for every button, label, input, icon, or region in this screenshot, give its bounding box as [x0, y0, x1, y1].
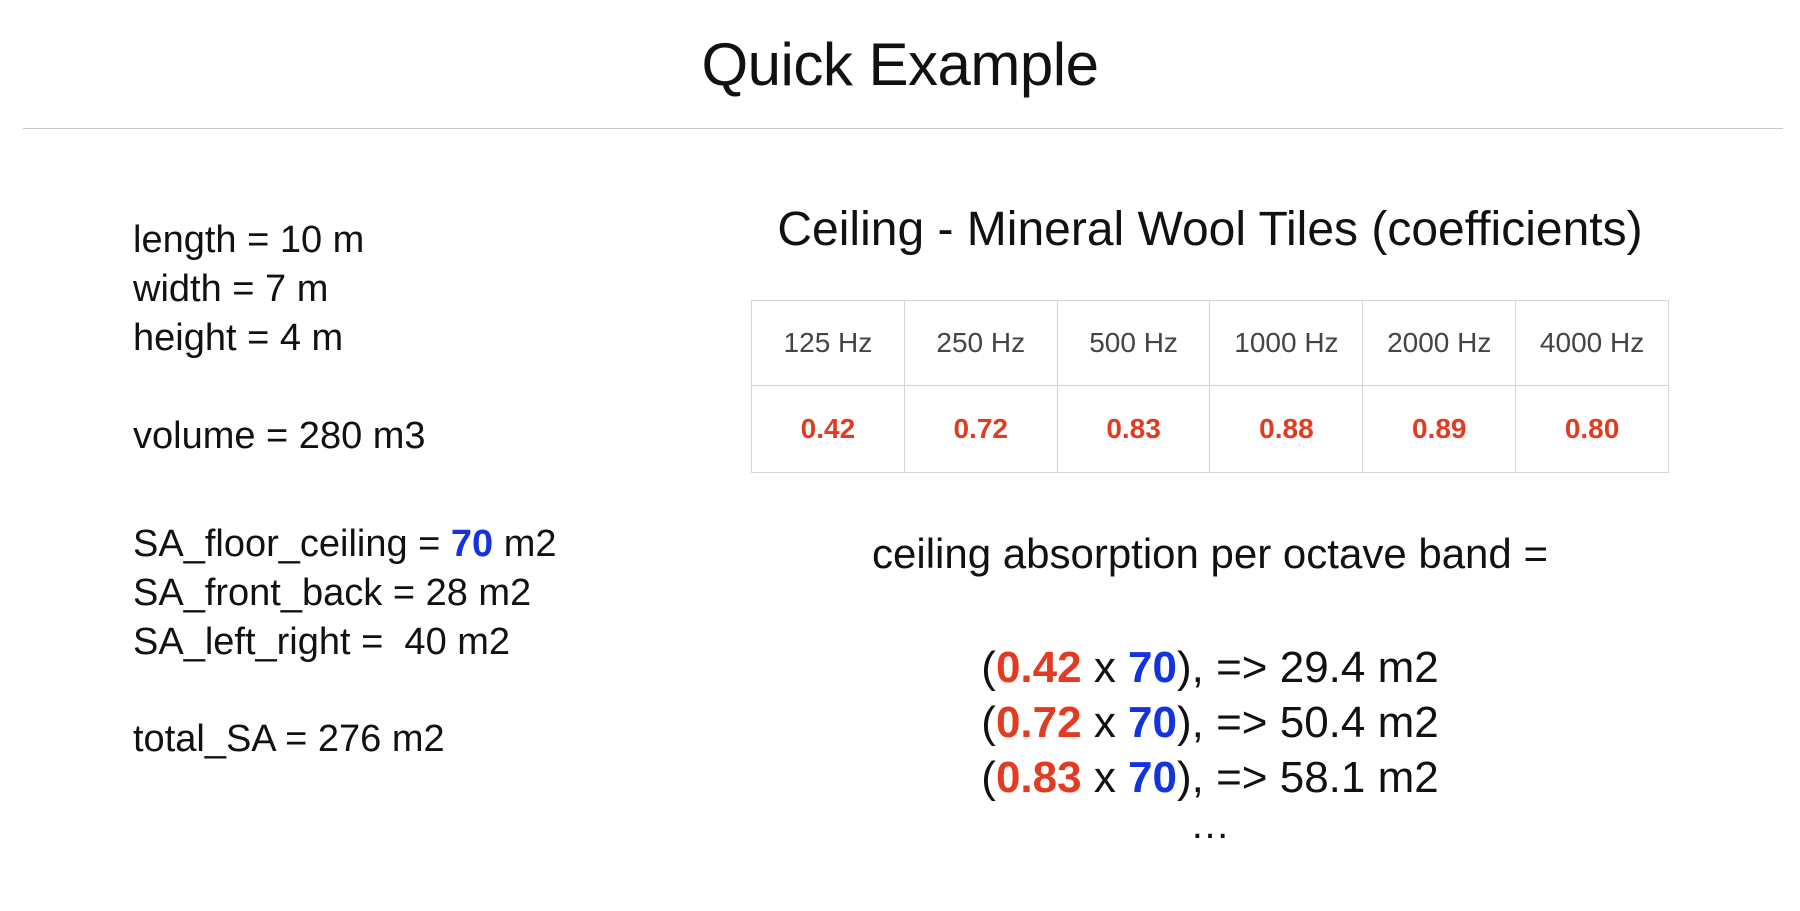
title-divider	[23, 128, 1783, 129]
arrow: ), =>	[1177, 643, 1280, 692]
calc-coefficient: 0.83	[995, 753, 1082, 802]
arrow: ), =>	[1177, 753, 1280, 802]
times-sign: x	[1081, 643, 1129, 692]
frequency-header: 125 Hz	[751, 300, 905, 386]
sa-floor-ceiling-value: 70	[450, 523, 494, 565]
open-paren: (	[981, 643, 996, 692]
calc-result: 58.1 m2	[1279, 753, 1439, 802]
height-line: height = 4 m	[133, 317, 344, 359]
calc-area: 70	[1128, 698, 1177, 747]
calc-area: 70	[1128, 643, 1177, 692]
calculation-row: (0.83 x 70), => 58.1 m2	[750, 750, 1670, 805]
coefficient-value-row: 0.42 0.72 0.83 0.88 0.89 0.80	[751, 385, 1669, 473]
calc-area: 70	[1128, 753, 1177, 802]
volume-line: volume = 280 m3	[133, 415, 426, 457]
length-line: length = 10 m	[133, 219, 365, 261]
calc-result: 50.4 m2	[1279, 698, 1439, 747]
sa-front-back-line: SA_front_back = 28 m2	[133, 572, 532, 614]
arrow: ), =>	[1177, 698, 1280, 747]
absorption-heading: ceiling absorption per octave band =	[872, 530, 1548, 577]
frequency-header-row: 125 Hz 250 Hz 500 Hz 1000 Hz 2000 Hz 400…	[751, 300, 1669, 386]
frequency-header: 250 Hz	[903, 300, 1058, 386]
sa-left-right-line: SA_left_right = 40 m2	[133, 621, 511, 663]
calc-coefficient: 0.42	[995, 643, 1082, 692]
coefficients-table: 125 Hz 250 Hz 500 Hz 1000 Hz 2000 Hz 400…	[751, 300, 1669, 473]
coefficient-value: 0.83	[1056, 385, 1211, 473]
page-title: Quick Example	[701, 31, 1099, 98]
times-sign: x	[1081, 753, 1129, 802]
coefficient-value: 0.89	[1362, 385, 1517, 473]
sa-floor-ceiling-unit: m2	[493, 523, 557, 565]
calculation-row: (0.42 x 70), => 29.4 m2	[750, 640, 1670, 695]
open-paren: (	[981, 753, 996, 802]
coefficient-value: 0.72	[903, 385, 1058, 473]
sa-floor-ceiling-line: SA_floor_ceiling = 70 m2	[133, 520, 557, 569]
frequency-header: 2000 Hz	[1362, 300, 1517, 386]
absorption-calculations: (0.42 x 70), => 29.4 m2 (0.72 x 70), => …	[750, 640, 1670, 845]
coefficients-table-title: Ceiling - Mineral Wool Tiles (coefficien…	[777, 203, 1643, 256]
coefficient-value: 0.42	[751, 385, 905, 473]
frequency-header: 1000 Hz	[1209, 300, 1364, 386]
calc-coefficient: 0.72	[995, 698, 1082, 747]
sa-floor-ceiling-label: SA_floor_ceiling =	[133, 523, 451, 565]
times-sign: x	[1081, 698, 1129, 747]
calculation-row: (0.72 x 70), => 50.4 m2	[750, 695, 1670, 750]
coefficient-value: 0.80	[1515, 385, 1669, 473]
coefficient-value: 0.88	[1209, 385, 1364, 473]
calc-result: 29.4 m2	[1279, 643, 1439, 692]
open-paren: (	[981, 698, 996, 747]
width-line: width = 7 m	[133, 268, 329, 310]
room-dimensions-panel: length = 10 m width = 7 m height = 4 m v…	[133, 216, 557, 764]
frequency-header: 500 Hz	[1056, 300, 1211, 386]
frequency-header: 4000 Hz	[1515, 300, 1669, 386]
ellipsis: …	[1190, 803, 1230, 847]
total-sa-line: total_SA = 276 m2	[133, 718, 445, 760]
